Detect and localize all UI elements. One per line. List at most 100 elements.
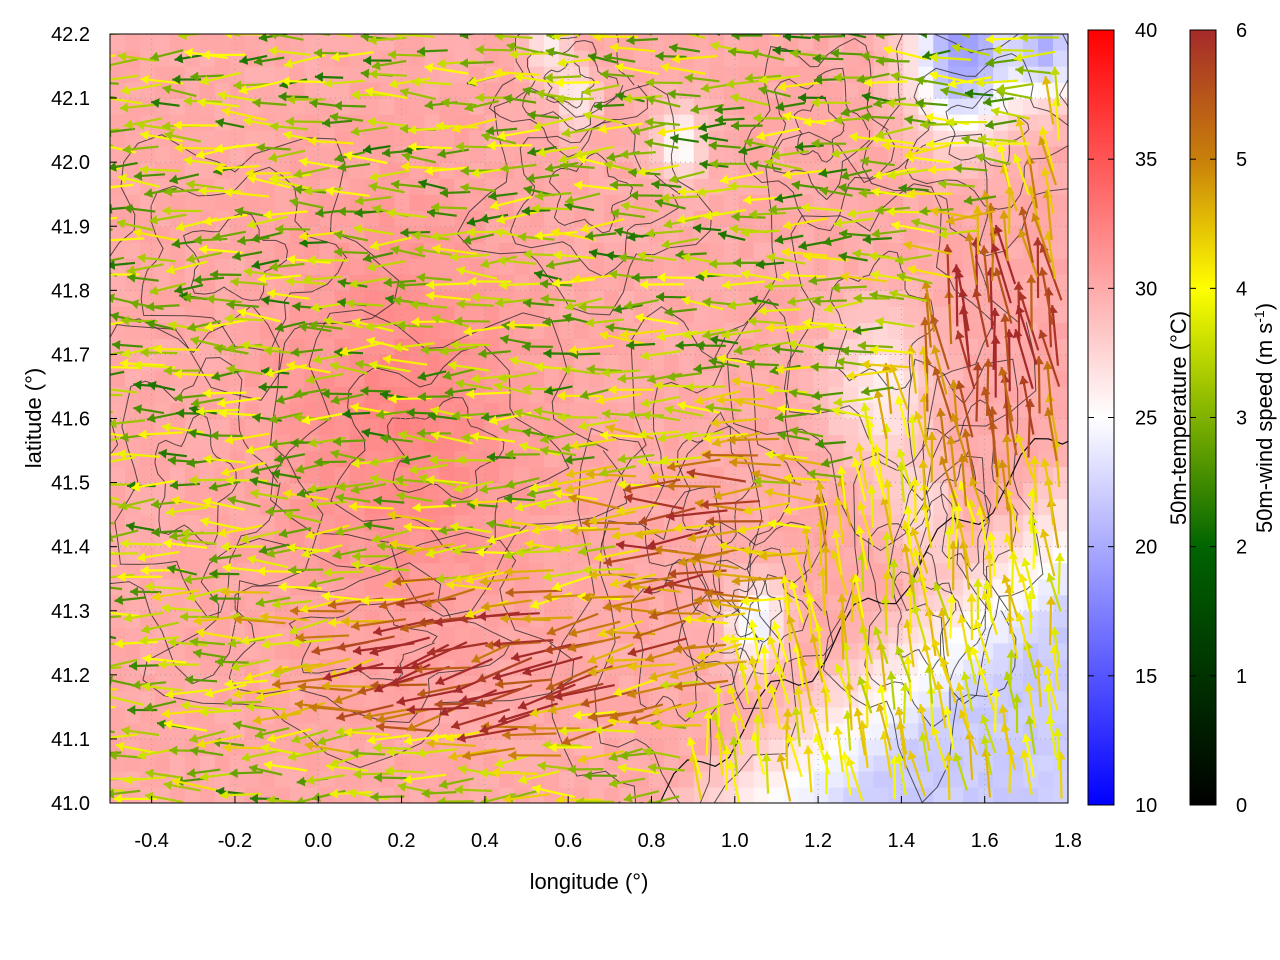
- temperature-cell: [229, 114, 246, 131]
- wind-vector: [843, 21, 887, 31]
- temperature-cell: [274, 306, 291, 323]
- temperature-cell: [139, 306, 156, 323]
- temperature-cell: [169, 642, 186, 660]
- temperature-cell: [229, 34, 246, 51]
- temperature-cell: [424, 82, 440, 99]
- temperature-cell: [544, 194, 560, 211]
- temperature-cell: [379, 226, 396, 243]
- wind-vector: [935, 20, 967, 30]
- temperature-cell: [214, 450, 231, 468]
- temperature-cell: [229, 418, 246, 436]
- temperature-cell: [828, 370, 845, 388]
- temperature-cell: [1053, 674, 1068, 692]
- temperature-cell: [589, 402, 605, 420]
- temperature-cell: [169, 786, 186, 803]
- temperature-cell: [723, 146, 740, 163]
- temperature-cell: [514, 258, 530, 275]
- temperature-cell: [364, 210, 381, 227]
- temperature-cell: [229, 146, 246, 163]
- temperature-cell: [1053, 722, 1068, 740]
- temperature-cell: [184, 258, 201, 275]
- temperature-cell: [574, 210, 590, 227]
- temperature-cell: [529, 530, 545, 548]
- temperature-cell: [154, 66, 171, 83]
- temperature-cell: [379, 178, 396, 195]
- temperature-cell: [858, 770, 875, 788]
- temperature-cell: [199, 418, 216, 436]
- wind-vector: [165, 23, 199, 33]
- temperature-cell: [244, 34, 261, 51]
- temperature-cell: [708, 786, 725, 803]
- temperature-cell: [304, 402, 321, 420]
- temperature-cell: [1038, 786, 1054, 803]
- temperature-cell: [124, 66, 141, 83]
- temperature-cell: [154, 482, 171, 500]
- temperature-cell: [843, 50, 860, 67]
- temperature-cell: [918, 82, 934, 99]
- temperature-cell: [738, 786, 755, 803]
- temperature-cell: [903, 386, 919, 404]
- temperature-cell: [484, 242, 500, 259]
- temperature-cell: [424, 258, 440, 275]
- temperature-cell: [978, 450, 994, 468]
- temperature-cell: [574, 402, 590, 420]
- temperature-cell: [798, 754, 815, 772]
- temperature-cell: [199, 114, 216, 131]
- temperature-cell: [753, 226, 770, 243]
- temperature-cell: [379, 690, 396, 708]
- temperature-cell: [1038, 434, 1054, 452]
- temperature-cell: [154, 754, 171, 772]
- temperature-cell: [454, 770, 470, 788]
- temperature-cell: [110, 466, 126, 484]
- temperature-cell: [289, 418, 306, 436]
- temperature-cell: [529, 642, 545, 660]
- temperature-cell: [1038, 770, 1054, 788]
- y-tick-label: 41.1: [51, 729, 90, 751]
- temperature-cell: [334, 786, 351, 803]
- temperature-cell: [439, 626, 455, 644]
- temperature-cell: [484, 306, 500, 323]
- temperature-cell: [589, 66, 605, 83]
- temperature-cell: [394, 754, 410, 772]
- temperature-cell: [484, 354, 500, 372]
- temperature-cell: [723, 242, 740, 259]
- temperature-cell: [169, 466, 186, 484]
- temperature-cell: [304, 194, 321, 211]
- temperature-cell: [454, 98, 470, 115]
- temperature-cell: [229, 194, 246, 211]
- temperature-cell: [409, 130, 425, 147]
- temperature-cell: [574, 242, 590, 259]
- temperature-cell: [424, 386, 440, 404]
- temperature-cell: [544, 754, 560, 772]
- temperature-cell: [544, 210, 560, 227]
- temperature-cell: [184, 498, 201, 516]
- temperature-cell: [574, 34, 590, 51]
- temperature-cell: [110, 546, 126, 564]
- y-tick-label: 41.6: [51, 409, 90, 431]
- temperature-cell: [469, 466, 485, 484]
- temperature-cell: [1053, 130, 1068, 147]
- temperature-cell: [514, 274, 530, 291]
- temperature-cell: [559, 418, 575, 436]
- temperature-cell: [424, 210, 440, 227]
- temperature-cell: [274, 242, 291, 259]
- temperature-colorbar-tick-label: 40: [1135, 20, 1157, 42]
- temperature-cell: [439, 466, 455, 484]
- x-tick-label: 1.4: [887, 830, 915, 852]
- temperature-cell: [873, 786, 889, 803]
- temperature-cell: [214, 674, 231, 692]
- temperature-cell: [589, 530, 605, 548]
- temperature-cell: [544, 466, 560, 484]
- temperature-cell: [484, 546, 500, 564]
- wind-vector: [127, 22, 165, 32]
- temperature-cell: [409, 306, 425, 323]
- y-tick-label: 41.7: [51, 344, 90, 366]
- temperature-cell: [274, 690, 291, 708]
- temperature-cell: [139, 194, 156, 211]
- temperature-cell: [843, 658, 860, 676]
- wind-vector: [110, 54, 116, 58]
- temperature-cell: [753, 690, 770, 708]
- temperature-cell: [349, 434, 366, 452]
- temperature-cell: [139, 498, 156, 516]
- temperature-cell: [139, 642, 156, 660]
